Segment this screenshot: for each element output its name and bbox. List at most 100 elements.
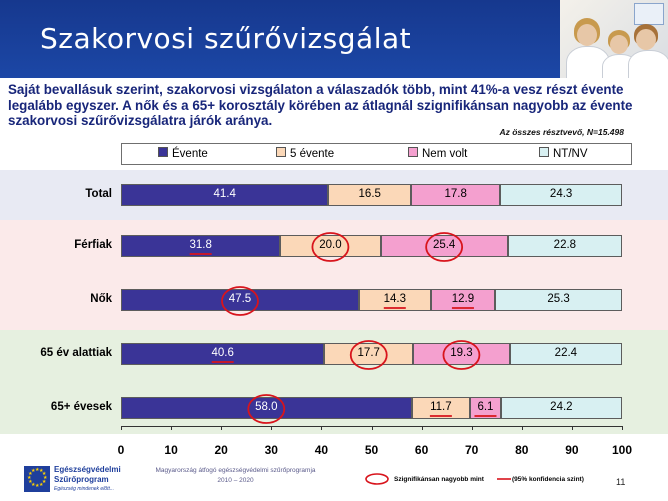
family-photo (560, 0, 668, 78)
bar-ferfiak-evente (121, 235, 281, 257)
eu-flag-icon: ★ ★ ★ ★ ★ ★ ★ ★ ★ ★ ★ ★ (24, 466, 50, 492)
legend-swatch-nem-volt (408, 147, 418, 157)
x-tick-label-80: 80 (515, 443, 529, 457)
value-label-total-evente: 41.4 (213, 188, 236, 200)
x-tick-30 (271, 426, 273, 430)
x-tick-50 (371, 426, 373, 430)
eu-star-icon: ★ (39, 481, 44, 488)
value-label-65-ev-alattiak-evente: 40.6 (211, 347, 234, 359)
footer-program-line2: 2010 – 2020 (217, 477, 254, 484)
x-tick-60 (421, 426, 423, 430)
row-label-nok: Nők (90, 293, 112, 305)
value-label-nok-5-evente: 14.3 (383, 293, 406, 305)
x-tick-label-20: 20 (214, 443, 228, 457)
x-tick-label-60: 60 (414, 443, 429, 457)
footer-legend-significant: Szignifikánsan nagyobb mint (394, 476, 484, 483)
value-label-ferfiak-5-evente: 20.0 (319, 239, 342, 251)
value-label-total-nem-volt: 17.8 (444, 188, 467, 200)
legend-swatch-nt-nv (539, 147, 549, 157)
x-tick-70 (471, 426, 473, 430)
bar-65-evesek-5-evente (411, 397, 471, 419)
bar-nok-nem-volt (430, 289, 496, 311)
value-label-65-ev-alattiak-5-evente: 17.7 (357, 347, 380, 359)
legend-item-evente: Évente (158, 147, 208, 160)
legend-item-nt-nv: NT/NV (539, 147, 588, 160)
slide-title: Szakorvosi szűrővizsgálat (40, 22, 412, 55)
x-tick-label-40: 40 (314, 443, 329, 457)
eu-star-icon: ★ (41, 471, 47, 477)
legend-swatch-evente (158, 147, 168, 157)
x-tick-label-70: 70 (465, 443, 479, 457)
value-label-total-nt-nv: 24.3 (549, 188, 573, 200)
eu-star-icon: ★ (28, 479, 33, 485)
eu-star-icon: ★ (35, 467, 40, 473)
bar-65-ev-alattiak-evente (121, 343, 325, 365)
chart-legend: Évente 5 évente Nem volt NT/NV (121, 143, 632, 165)
row-label-ferfiak: Férfiak (74, 239, 112, 251)
footer-program-line1: Magyarország átfogó egészségvédelmi szűr… (155, 467, 316, 474)
x-tick-label-10: 10 (164, 443, 178, 457)
bar-total-nem-volt (411, 184, 501, 206)
page-number: 11 (616, 477, 626, 487)
eu-logo-subtitle: Szűrőprogram (54, 475, 109, 484)
eu-star-icon: ★ (31, 481, 36, 488)
legend-label-nt-nv: NT/NV (553, 148, 588, 160)
bar-total-nt-nv (500, 184, 622, 206)
bar-ferfiak-nt-nv (507, 235, 622, 257)
value-label-65-ev-alattiak-nt-nv: 22.4 (554, 347, 578, 359)
x-tick-label-30: 30 (264, 443, 278, 457)
x-tick-label-90: 90 (565, 443, 579, 457)
bar-total-evente (121, 184, 329, 206)
eu-program-logo: ★ ★ ★ ★ ★ ★ ★ ★ ★ ★ ★ ★ Egészségvédelmi Szűrőprogra… (24, 464, 134, 496)
x-tick-10 (171, 426, 173, 430)
value-label-65-evesek-nt-nv: 24.2 (550, 401, 573, 413)
legend-label-5-evente: 5 évente (290, 148, 335, 160)
eu-star-icon: ★ (39, 468, 44, 475)
eu-logo-tagline: Egészség mindenek előtt... (54, 486, 115, 492)
bar-nok-5-evente (358, 289, 431, 311)
footer-program-text: Magyarország átfogó egészségvédelmi szűr… (133, 466, 338, 486)
bar-65-evesek-nt-nv (500, 397, 622, 419)
footer-legend-confidence: (95% konfidencia szint) (512, 476, 584, 483)
eu-star-icon: ★ (31, 468, 36, 475)
row-label-65-ev-alattiak: 65 év alattiak (40, 347, 112, 359)
legend-item-nem-volt: Nem volt (408, 147, 467, 160)
eu-logo-title: Egészségvédelmi (54, 465, 121, 474)
x-tick-40 (321, 426, 323, 430)
value-label-ferfiak-nt-nv: 22.8 (553, 239, 577, 251)
bar-65-evesek-nem-volt (470, 397, 501, 419)
bar-nok-nt-nv (495, 289, 622, 311)
value-label-ferfiak-evente: 31.8 (189, 239, 212, 251)
x-tick-0 (121, 426, 122, 430)
eu-star-icon: ★ (41, 479, 47, 485)
eu-star-icon: ★ (35, 483, 40, 489)
program-logo-icon (634, 3, 664, 25)
x-tick-80 (521, 426, 523, 430)
x-tick-100 (622, 426, 623, 430)
value-label-ferfiak-nem-volt: 25.4 (432, 239, 456, 251)
value-label-65-evesek-5-evente: 11.7 (430, 401, 452, 413)
x-tick-label-0: 0 (117, 443, 125, 457)
row-label-65-evesek: 65+ évesek (50, 401, 112, 413)
value-label-65-ev-alattiak-nem-volt: 19.3 (450, 347, 473, 359)
value-label-nok-nem-volt: 12.9 (451, 293, 475, 305)
value-label-nok-evente: 47.5 (228, 293, 252, 305)
x-tick-90 (571, 426, 573, 430)
intro-text: Saját bevallásuk szerint, szakorvosi viz… (8, 82, 633, 128)
row-label-total: Total (85, 188, 112, 200)
bar-65-ev-alattiak-nt-nv (509, 343, 622, 365)
legend-item-5-evente: 5 évente (276, 147, 334, 160)
value-label-nok-nt-nv: 25.3 (547, 293, 570, 305)
bar-total-5-evente (328, 184, 412, 206)
value-label-65-evesek-nem-volt: 6.1 (477, 401, 494, 413)
legend-label-evente: Évente (172, 148, 208, 160)
x-tick-20 (221, 426, 223, 430)
legend-label-nem-volt: Nem volt (422, 148, 468, 160)
legend-swatch-5-evente (276, 147, 286, 157)
eu-star-icon: ★ (28, 471, 33, 477)
eu-star-icon: ★ (43, 475, 48, 481)
header-bar: Szakorvosi szűrővizsgálat (0, 0, 668, 78)
sample-note: Az összes résztvevő, N=15.498 (499, 127, 624, 137)
value-label-65-evesek-evente: 58.0 (255, 401, 278, 413)
x-tick-label-50: 50 (364, 443, 379, 457)
